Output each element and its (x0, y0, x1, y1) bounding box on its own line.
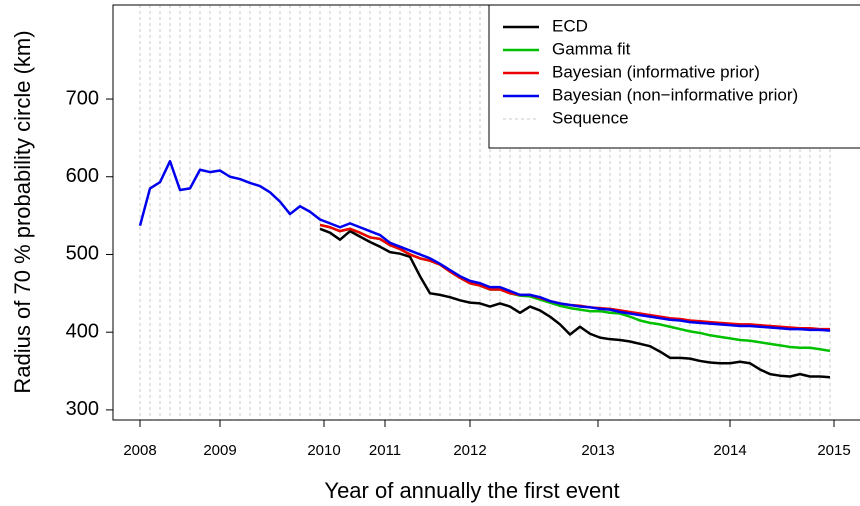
legend-label: Bayesian (non−informative prior) (552, 85, 798, 104)
x-tick-label: 2013 (581, 442, 614, 459)
x-tick-label: 2015 (817, 442, 850, 459)
y-tick-label: 400 (66, 320, 99, 342)
legend-box (488, 4, 860, 149)
x-tick-label: 2011 (369, 442, 401, 459)
y-tick-label: 600 (66, 165, 99, 187)
y-tick-label: 700 (66, 87, 99, 109)
plot-frame (112, 4, 860, 421)
series-line (319, 223, 830, 331)
y-tick-label: 500 (66, 243, 99, 265)
legend-label: Bayesian (informative prior) (552, 62, 760, 81)
x-tick-label: 2009 (203, 442, 236, 459)
legend-label: ECD (552, 16, 588, 35)
legend-label: Sequence (552, 108, 629, 127)
y-tick-label: 300 (66, 398, 99, 420)
x-tick-label: 2008 (123, 442, 156, 459)
series-line (319, 227, 831, 379)
x-axis-label: Year of annually the first event (324, 478, 619, 503)
x-tick-label: 2012 (453, 442, 486, 459)
x-tick-label: 2010 (307, 442, 340, 459)
y-axis-label: Radius of 70 % probability circle (km) (10, 30, 35, 393)
series-line (138, 159, 831, 332)
x-tick-label: 2014 (713, 442, 746, 459)
legend-label: Gamma fit (552, 39, 631, 58)
